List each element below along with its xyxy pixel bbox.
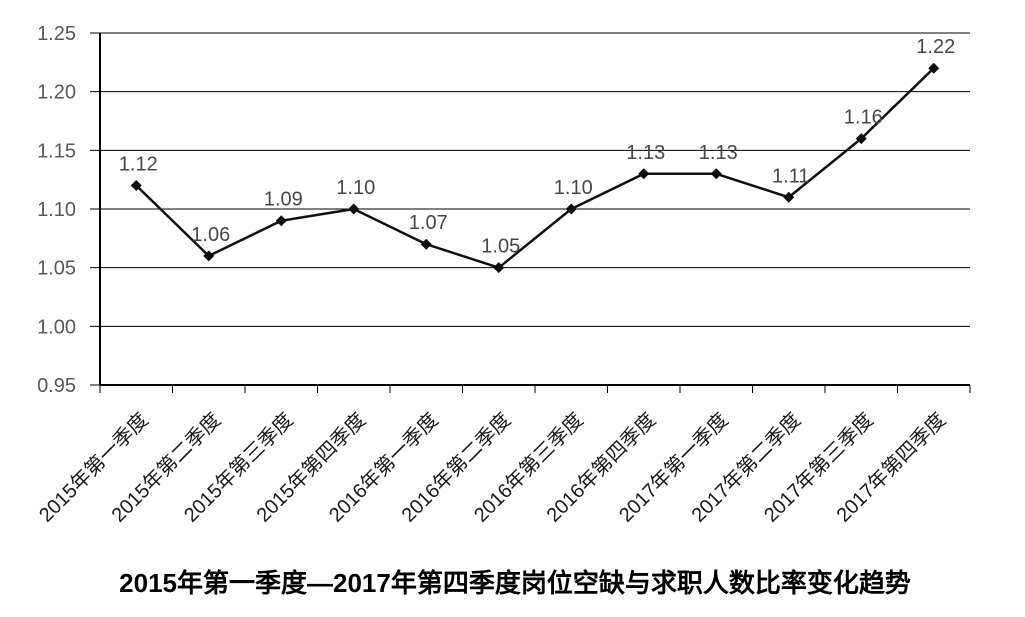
data-point-label: 1.16 <box>844 107 883 129</box>
data-point-label: 1.06 <box>191 224 230 246</box>
data-point-marker <box>493 262 505 274</box>
y-tick-label: 1.25 <box>37 23 76 45</box>
data-point-marker <box>130 180 142 192</box>
data-point-label: 1.13 <box>626 142 665 164</box>
data-point-label: 1.10 <box>336 177 375 199</box>
y-tick-label: 1.20 <box>37 82 76 104</box>
y-tick-label: 0.95 <box>37 375 76 397</box>
data-point-marker <box>928 62 940 74</box>
chart-title: 2015年第一季度—2017年第四季度岗位空缺与求职人数比率变化趋势 <box>119 568 911 598</box>
data-point-marker <box>638 168 650 180</box>
axes-layer <box>90 32 971 393</box>
data-point-marker <box>783 191 795 203</box>
data-point-marker <box>710 168 722 180</box>
data-point-label: 1.07 <box>409 212 448 234</box>
data-series-layer <box>130 62 940 274</box>
data-point-marker <box>348 203 360 215</box>
data-point-marker <box>855 133 867 145</box>
data-point-label: 1.12 <box>119 154 158 176</box>
data-point-label: 1.11 <box>772 165 809 187</box>
point-labels-layer: 1.12 1.06 1.09 1.10 1.07 1.05 1.10 1.13 1.13 1.11… <box>119 36 955 257</box>
series-line <box>135 67 935 269</box>
data-point-marker <box>275 215 287 227</box>
y-tick-label: 1.05 <box>37 258 76 280</box>
data-point-marker <box>203 250 215 262</box>
data-point-label: 1.09 <box>264 189 303 211</box>
data-point-label: 1.05 <box>481 236 520 258</box>
data-point-label: 1.10 <box>554 177 593 199</box>
gridlines-layer <box>100 32 970 327</box>
y-tick-label: 1.15 <box>37 140 76 162</box>
axis-labels-layer: 0.951.001.051.101.151.201.252015年第一季度201… <box>34 23 950 527</box>
data-point-label: 1.22 <box>916 36 955 58</box>
data-point-marker <box>565 203 577 215</box>
y-tick-label: 1.00 <box>37 316 76 338</box>
data-point-marker <box>420 238 432 250</box>
data-point-label: 1.13 <box>699 142 738 164</box>
y-tick-label: 1.10 <box>37 199 76 221</box>
